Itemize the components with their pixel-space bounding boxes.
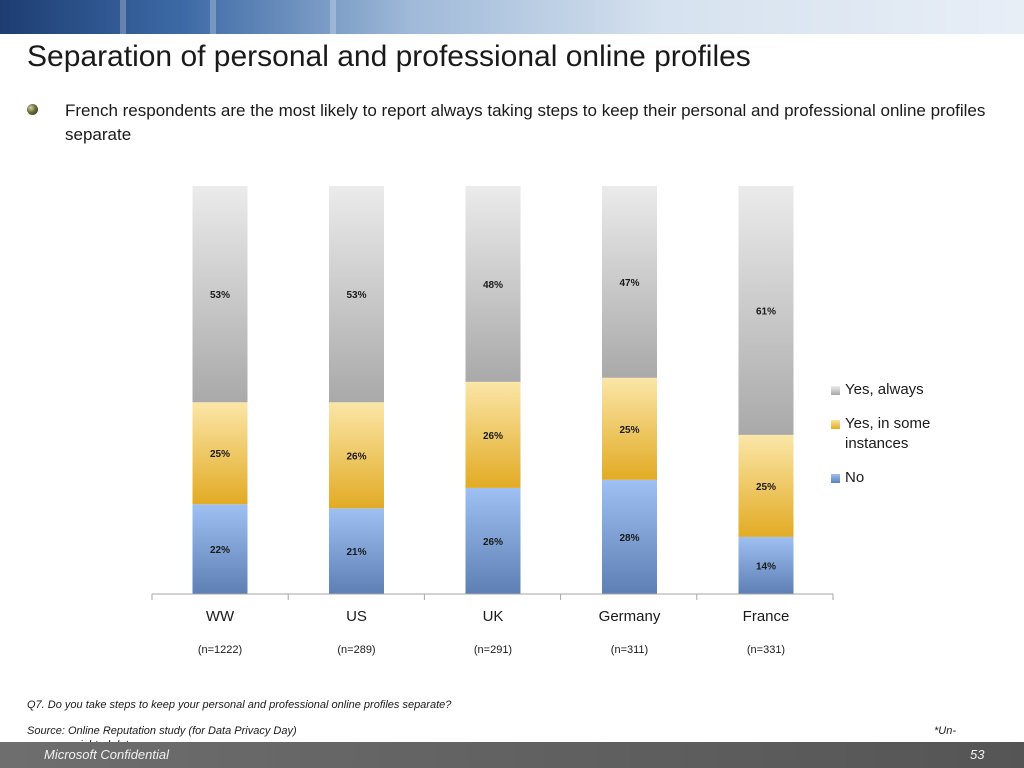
data-label-yes-some-france: 25% (756, 482, 776, 493)
top-banner (0, 0, 1024, 34)
bar-segment-yes-always-uk (465, 186, 521, 382)
data-label-yes-always-france: 61% (756, 306, 776, 317)
banner-stripe (330, 0, 336, 34)
sample-size-label-us: (n=289) (337, 644, 375, 656)
confidential-label: Microsoft Confidential (44, 747, 169, 762)
bar-segment-yes-always-us (329, 186, 384, 403)
category-label-us: US (346, 608, 367, 625)
bar-segment-no-germany (602, 479, 657, 594)
bar-segment-no-france (738, 536, 794, 594)
bar-segment-no-us (329, 508, 384, 594)
page-number: 53 (970, 747, 985, 762)
legend-label-no: No (845, 469, 865, 486)
bar-segment-yes-always-ww (192, 186, 248, 403)
weighting-note: *Un- (934, 725, 957, 737)
data-label-yes-some-ww: 25% (210, 449, 230, 460)
category-label-uk: UK (483, 608, 504, 625)
data-label-yes-always-us: 53% (346, 290, 366, 301)
bar-segment-yes-some-france (738, 434, 794, 537)
source-footnote: Source: Online Reputation study (for Dat… (27, 725, 297, 737)
bar-segment-yes-some-uk (465, 381, 521, 488)
category-label-france: France (743, 608, 790, 625)
sample-size-label-germany: (n=311) (611, 644, 648, 656)
bar-segment-yes-some-germany (602, 377, 657, 480)
bullet-icon (27, 104, 38, 115)
data-label-yes-some-us: 26% (346, 451, 366, 462)
data-label-no-uk: 26% (483, 537, 503, 548)
legend-label-yes-always: Yes, always (845, 381, 924, 398)
stacked-bar-chart: 22% 25% 53% WW (n=1222) 21% 26% 53% US (n=289) 26%… (151, 186, 834, 656)
bar-segment-yes-some-us (329, 402, 384, 509)
data-label-yes-always-germany: 47% (619, 278, 639, 289)
banner-stripe (120, 0, 126, 34)
category-label-ww: WW (206, 608, 235, 625)
data-label-no-germany: 28% (619, 533, 639, 544)
data-label-no-ww: 22% (210, 545, 230, 556)
sample-size-label-france: (n=331) (747, 644, 785, 656)
sample-size-label-uk: (n=291) (474, 644, 512, 656)
slide-title: Separation of personal and professional … (27, 40, 751, 73)
legend-swatch-yes-some (831, 420, 840, 429)
legend-label-yes-some: Yes, in some instances (845, 415, 931, 452)
bar-segment-no-ww (192, 504, 248, 594)
sample-size-label-ww: (n=1222) (198, 644, 242, 656)
bullet-text: French respondents are the most likely t… (65, 101, 986, 144)
data-label-yes-always-uk: 48% (483, 280, 503, 291)
bar-segment-yes-always-france (738, 186, 794, 435)
bar-segment-yes-always-germany (602, 186, 657, 378)
data-label-yes-always-ww: 53% (210, 290, 230, 301)
data-label-yes-some-germany: 25% (619, 425, 639, 436)
data-label-yes-some-uk: 26% (483, 431, 503, 442)
data-label-no-us: 21% (346, 547, 366, 558)
legend-swatch-no (831, 474, 840, 483)
footer-bar (0, 742, 1024, 768)
banner-stripe (210, 0, 216, 34)
category-label-germany: Germany (599, 608, 661, 625)
data-label-no-france: 14% (756, 561, 776, 572)
legend-swatch-yes-always (831, 386, 840, 395)
question-footnote: Q7. Do you take steps to keep your perso… (27, 699, 452, 711)
bar-segment-yes-some-ww (192, 402, 248, 505)
bar-segment-no-uk (465, 487, 521, 594)
